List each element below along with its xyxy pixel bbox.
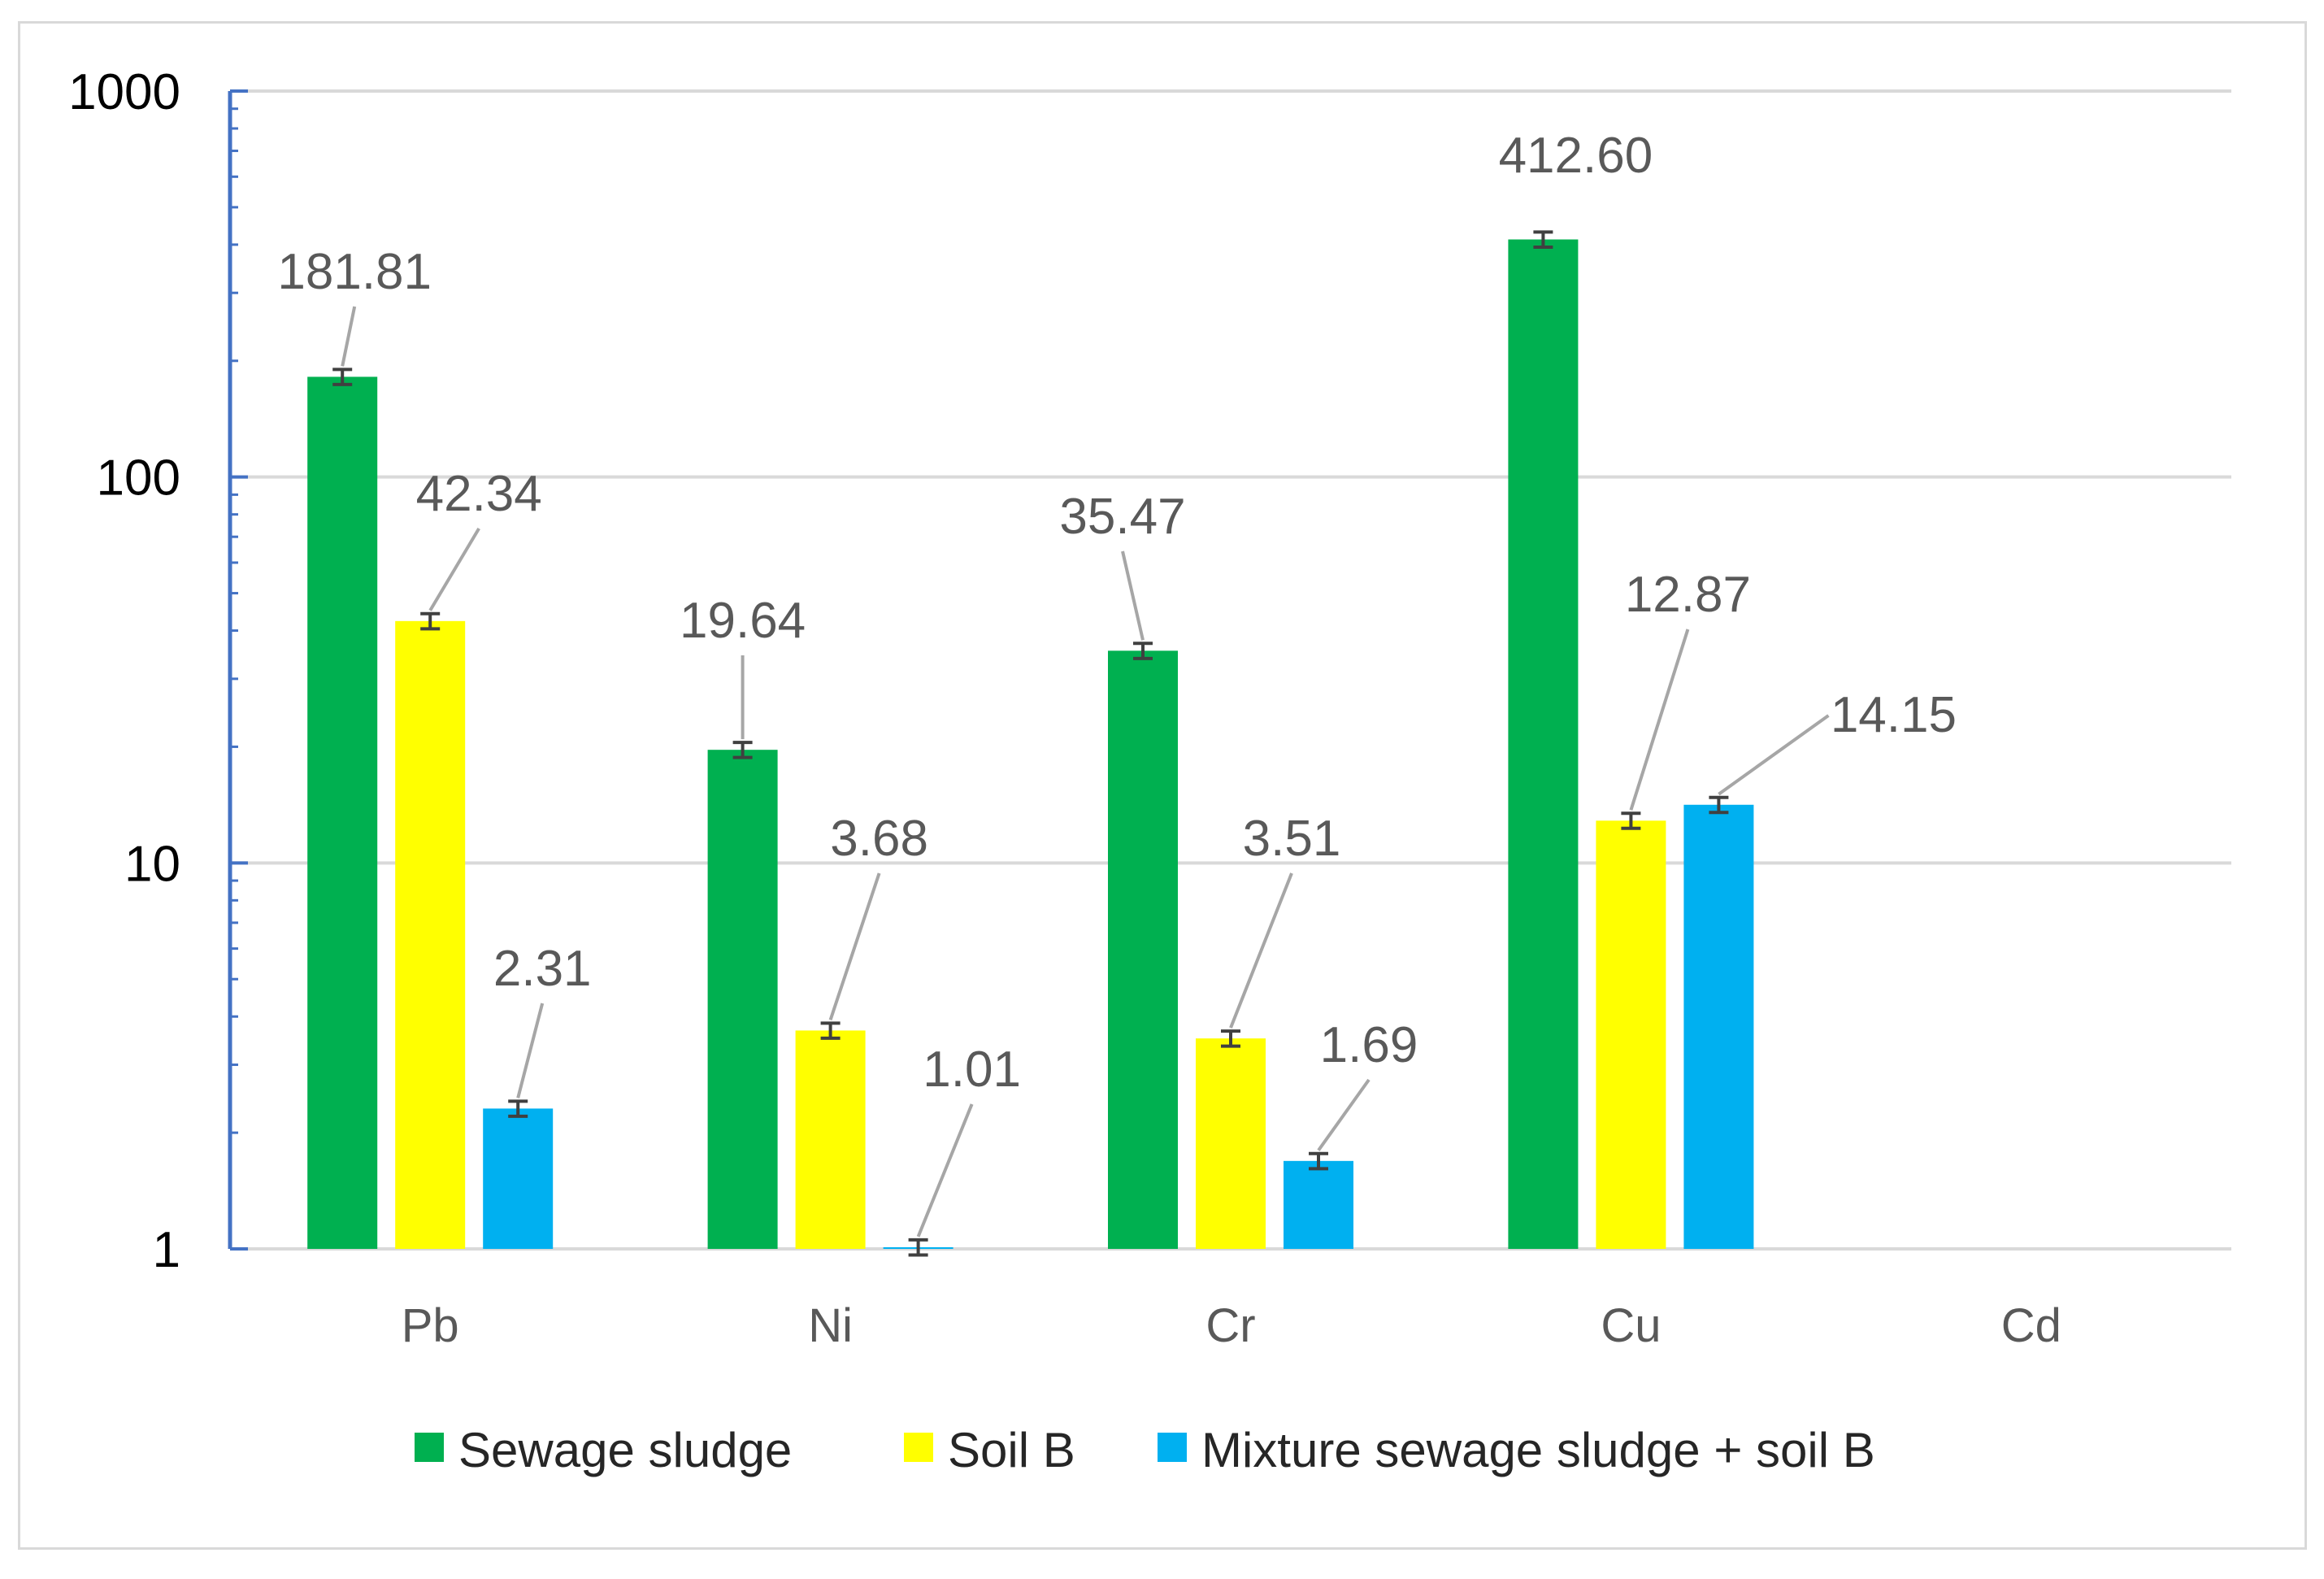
legend-swatch-2	[904, 1433, 933, 1462]
y-tick-label-10: 10	[124, 836, 180, 892]
leader-line	[341, 306, 357, 367]
data-label-sewage-sludge-pb: 181.81	[277, 244, 432, 300]
legend-swatch-3	[1158, 1433, 1187, 1462]
bar-sewage-sludge-pb	[307, 376, 378, 1249]
data-label-soil-b-cu: 12.87	[1625, 567, 1751, 623]
leader-line	[1629, 629, 1690, 811]
bar-sewage-sludge-ni	[707, 750, 778, 1249]
legend-label-3: Mixture sewage sludge + soil B	[1201, 1423, 1875, 1477]
leader-line	[1229, 872, 1293, 1029]
data-label-soil-b-ni: 3.68	[830, 811, 928, 867]
data-label-soil-b-cr: 3.51	[1243, 811, 1341, 867]
x-tick-label-cu: Cu	[1601, 1299, 1661, 1352]
data-label-sewage-sludge-cu: 412.60	[1499, 128, 1653, 184]
legend-swatch-1	[415, 1433, 444, 1462]
data-label-sewage-sludge-cr: 35.47	[1059, 489, 1185, 545]
leader-line	[1718, 714, 1830, 796]
legend-label-2: Soil B	[948, 1423, 1075, 1477]
leader-line	[516, 1003, 545, 1098]
y-tick-label-1: 1	[153, 1222, 180, 1278]
y-tick-label-100: 100	[97, 450, 180, 507]
leader-line	[828, 872, 881, 1020]
x-tick-label-ni: Ni	[808, 1299, 853, 1352]
x-tick-label-cd: Cd	[2001, 1299, 2061, 1352]
bar-soil-b-cu	[1596, 820, 1666, 1249]
bar-soil-b-pb	[395, 620, 466, 1249]
bar-soil-b-cr	[1196, 1038, 1266, 1249]
leader-line	[1317, 1078, 1371, 1151]
bar-mixture-sewage-sludge-soil-b-cr	[1284, 1160, 1353, 1249]
data-label-soil-b-pb: 42.34	[416, 466, 542, 522]
leader-line	[1121, 550, 1145, 641]
data-label-mixture-sewage-sludge-soil-b-cu: 14.15	[1831, 687, 1957, 743]
bar-mixture-sewage-sludge-soil-b-pb	[483, 1108, 554, 1249]
legend-label-1: Sewage sludge	[458, 1423, 792, 1477]
x-tick-label-pb: Pb	[402, 1299, 459, 1352]
data-label-sewage-sludge-ni: 19.64	[680, 593, 806, 649]
x-tick-label-cr: Cr	[1205, 1299, 1255, 1352]
bar-sewage-sludge-cu	[1508, 239, 1579, 1249]
data-label-mixture-sewage-sludge-soil-b-pb: 2.31	[493, 941, 592, 997]
bar-soil-b-ni	[795, 1030, 866, 1249]
data-label-mixture-sewage-sludge-soil-b-ni: 1.01	[923, 1042, 1021, 1098]
y-tick-label-1000: 1000	[68, 64, 180, 120]
leader-line	[916, 1103, 974, 1238]
leader-line	[428, 527, 480, 611]
bar-sewage-sludge-cr	[1108, 650, 1178, 1249]
data-label-mixture-sewage-sludge-soil-b-cr: 1.69	[1320, 1017, 1418, 1073]
bar-mixture-sewage-sludge-soil-b-cu	[1683, 804, 1754, 1249]
